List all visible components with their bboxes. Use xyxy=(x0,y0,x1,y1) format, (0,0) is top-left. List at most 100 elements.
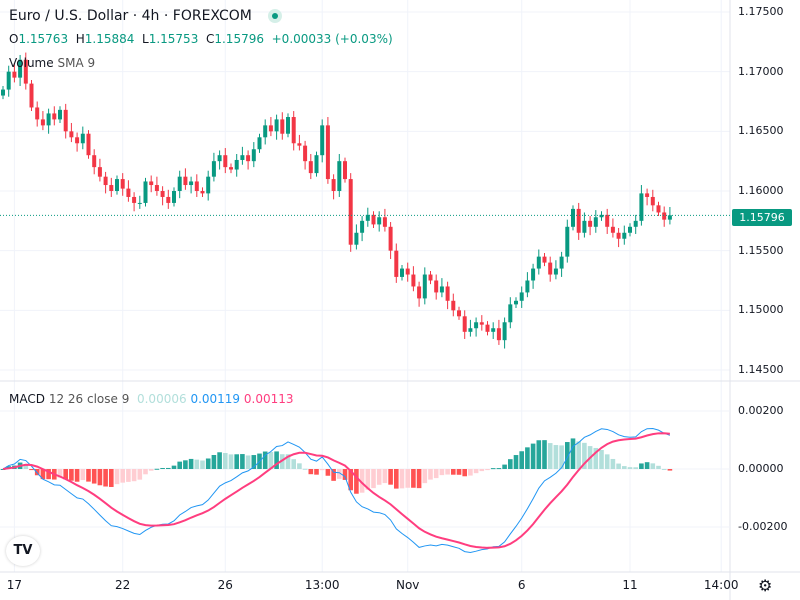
candle-body xyxy=(462,316,467,332)
symbol-title[interactable]: Euro / U.S. Dollar · 4h · FOREXCOM xyxy=(9,8,282,24)
low-label: L xyxy=(142,32,149,46)
macd-histogram-bar xyxy=(234,454,239,469)
macd-histogram-bar xyxy=(616,463,621,469)
macd-histogram-bar xyxy=(262,451,268,469)
macd-histogram-bar xyxy=(143,469,148,475)
macd-histogram-bar xyxy=(57,469,63,478)
macd-histogram-bar xyxy=(422,469,428,484)
macd-histogram-bar xyxy=(297,463,302,469)
macd-histogram-bar xyxy=(462,469,467,477)
macd-hist-value: 0.00006 xyxy=(136,392,187,406)
macd-histogram-bar xyxy=(553,445,559,469)
macd-value: 0.00119 xyxy=(190,392,241,406)
candle-body xyxy=(194,181,199,191)
candle-body xyxy=(371,214,376,225)
macd-histogram-bar xyxy=(359,469,365,493)
candle-body xyxy=(639,193,644,221)
candle-body xyxy=(160,191,165,197)
tradingview-logo[interactable]: TV xyxy=(6,536,40,566)
time-tick-label: Nov xyxy=(395,578,420,592)
candle-body xyxy=(479,322,484,325)
macd-tick-label: 0.00200 xyxy=(738,404,784,417)
candle-body xyxy=(622,232,627,239)
macd-histogram-bar xyxy=(439,469,445,476)
candle-body xyxy=(599,214,604,218)
price-tick-label: 1.16500 xyxy=(738,124,784,138)
high-value: 1.15884 xyxy=(84,32,135,46)
gear-icon[interactable]: ⚙ xyxy=(758,576,773,595)
candle-body xyxy=(582,220,587,233)
low-value: 1.15753 xyxy=(148,32,199,46)
candle-body xyxy=(246,155,251,162)
macd-histogram-bar xyxy=(479,469,485,472)
candle-body xyxy=(434,280,439,293)
volume-legend[interactable]: Volume SMA 9 xyxy=(9,56,95,70)
macd-histogram-bar xyxy=(399,469,405,489)
time-tick-label: 13:00 xyxy=(304,578,340,592)
candle-body xyxy=(80,133,85,144)
macd-histogram-bar xyxy=(627,467,633,469)
macd-histogram-bar xyxy=(502,464,507,469)
candle-body xyxy=(331,179,336,191)
candle-body xyxy=(337,161,342,191)
macd-histogram-bar xyxy=(382,469,388,484)
candle-body xyxy=(303,145,308,162)
macd-histogram-bar xyxy=(536,440,542,469)
macd-histogram-bar xyxy=(40,469,46,480)
macd-histogram-bar xyxy=(376,469,382,485)
candle-body xyxy=(103,176,108,186)
candle-body xyxy=(217,155,222,162)
candle-body xyxy=(565,226,570,257)
macd-histogram-bar xyxy=(473,469,479,474)
macd-histogram-bar xyxy=(371,469,376,489)
candle-body xyxy=(519,292,524,301)
macd-histogram-bar xyxy=(530,443,536,469)
macd-tick-label: -0.00200 xyxy=(738,520,788,533)
macd-histogram-bar xyxy=(285,454,291,469)
ohlc-legend: O1.15763 H1.15884 L1.15753 C1.15796 +0.0… xyxy=(9,32,393,46)
candle-body xyxy=(610,226,615,233)
macd-histogram-bar xyxy=(103,469,108,487)
macd-histogram-bar xyxy=(485,469,490,471)
macd-histogram-bar xyxy=(291,459,296,469)
candle-body xyxy=(251,149,256,162)
macd-histogram-bar xyxy=(166,467,171,469)
macd-histogram-bar xyxy=(228,454,234,469)
candle-body xyxy=(645,193,650,197)
candle-body xyxy=(496,328,501,341)
macd-histogram-bar xyxy=(490,468,496,470)
macd-histogram-bar xyxy=(205,458,211,469)
high-label: H xyxy=(75,32,85,46)
macd-histogram-bar xyxy=(188,458,194,469)
macd-histogram-bar xyxy=(354,469,359,494)
candle-body xyxy=(394,250,399,277)
candle-body xyxy=(667,215,672,220)
close-value: 1.15796 xyxy=(214,32,264,46)
last-price-label: 1.15796 xyxy=(732,209,792,226)
candle-body xyxy=(206,176,211,194)
price-tick-label: 1.15000 xyxy=(738,303,784,317)
macd-histogram-bar xyxy=(661,468,667,470)
candle-body xyxy=(137,202,142,204)
candle-body xyxy=(650,196,655,206)
macd-histogram-bar xyxy=(342,469,348,480)
candle-body xyxy=(348,179,353,245)
macd-legend[interactable]: MACD 12 26 close 9 0.00006 0.00119 0.001… xyxy=(9,392,294,406)
candle-body xyxy=(229,167,233,170)
candle-body xyxy=(18,59,23,78)
candle-body xyxy=(211,161,216,177)
candle-body xyxy=(314,155,319,174)
candle-body xyxy=(628,226,632,233)
macd-histogram-bar xyxy=(23,464,29,469)
candle-body xyxy=(109,185,114,191)
macd-label: MACD xyxy=(9,392,45,406)
macd-histogram-bar xyxy=(302,468,308,470)
candle-body xyxy=(75,137,80,144)
candle-body xyxy=(468,328,473,332)
candle-body xyxy=(542,256,547,263)
macd-histogram-bar xyxy=(46,469,51,480)
macd-histogram-bar xyxy=(337,469,342,479)
macd-histogram-bar xyxy=(280,454,285,469)
macd-histogram-bar xyxy=(97,469,103,486)
